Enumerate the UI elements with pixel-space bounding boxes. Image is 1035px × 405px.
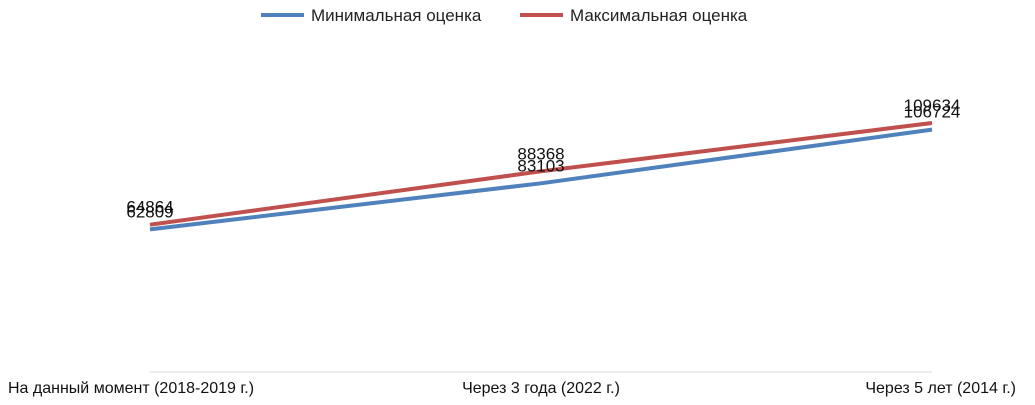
series-line-max <box>149 121 933 227</box>
legend-item-min: Минимальная оценка <box>261 6 482 25</box>
x-tick-labels: На данный момент (2018-2019 г.) Через 3 г… <box>8 380 1016 397</box>
legend: Минимальная оценка Максимальная оценка <box>261 6 748 25</box>
series-layer <box>149 121 933 232</box>
data-label: 64864 <box>126 198 173 217</box>
legend-label: Минимальная оценка <box>311 6 482 25</box>
x-tick-label: Через 5 лет (2014 г.) <box>865 380 1016 397</box>
series-line-min <box>149 127 933 232</box>
x-tick-label: Через 3 года (2022 г.) <box>462 380 620 397</box>
data-label: 62809 <box>126 202 173 221</box>
legend-label: Максимальная оценка <box>570 6 748 25</box>
data-label: 109634 <box>904 96 961 115</box>
legend-item-max: Максимальная оценка <box>520 6 748 25</box>
data-label: 88368 <box>517 144 564 163</box>
data-labels: 62809 83103 106724 64864 88368 109634 <box>126 96 960 221</box>
data-label: 83103 <box>517 156 564 175</box>
x-tick-label: На данный момент (2018-2019 г.) <box>8 380 254 397</box>
data-label: 106724 <box>904 103 961 122</box>
